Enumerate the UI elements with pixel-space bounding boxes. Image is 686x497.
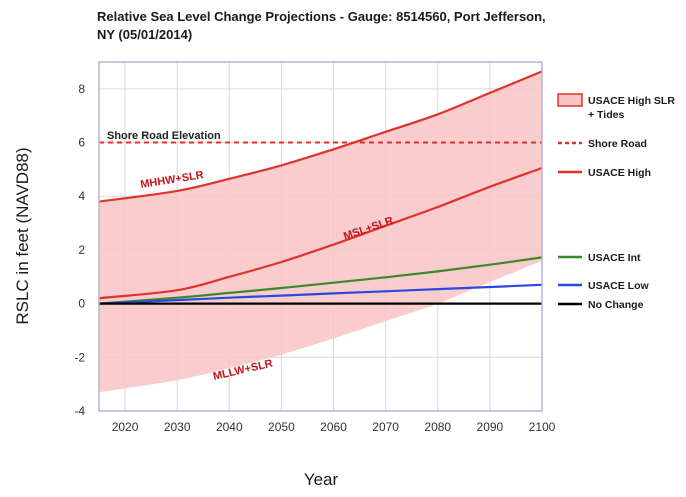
x-tick-2030: 2030 bbox=[164, 420, 191, 434]
legend-label-int: USACE Int bbox=[588, 252, 641, 264]
legend-label-shore: Shore Road bbox=[588, 138, 647, 150]
x-tick-2060: 2060 bbox=[320, 420, 347, 434]
chart-title: Relative Sea Level Change Projections - … bbox=[97, 8, 567, 44]
shore-road-label: Shore Road Elevation bbox=[107, 130, 221, 142]
chart-title-line2: NY (05/01/2014) bbox=[97, 27, 193, 42]
legend-swatch-band bbox=[557, 93, 583, 107]
chart-title-line1: Relative Sea Level Change Projections - … bbox=[97, 9, 546, 24]
series-line-int bbox=[98, 256, 543, 305]
y-tick-0: 0 bbox=[78, 297, 85, 311]
series-line-high bbox=[98, 166, 543, 300]
y-tick--2: -2 bbox=[74, 350, 85, 364]
x-tick-labels: 2020 2030 2040 2050 2060 2070 2080 2090 2100 bbox=[112, 420, 556, 434]
x-tick-2100: 2100 bbox=[529, 420, 556, 434]
y-axis-label: RSLC in feet (NAVD88) bbox=[13, 147, 32, 324]
y-tick-labels: -4 -2 0 2 4 6 8 bbox=[74, 82, 85, 418]
y-tick-6: 6 bbox=[78, 136, 85, 150]
y-tick-8: 8 bbox=[78, 82, 85, 96]
plot-frame bbox=[98, 61, 543, 412]
x-tick-2090: 2090 bbox=[477, 420, 504, 434]
legend-label-band-line2: + Tides bbox=[588, 109, 624, 121]
x-axis-label: Year bbox=[304, 470, 339, 489]
x-tick-2080: 2080 bbox=[424, 420, 451, 434]
legend: USACE High SLR + Tides Shore Road USACE Hig… bbox=[557, 93, 675, 311]
legend-label-none: No Change bbox=[588, 299, 644, 311]
x-tick-2050: 2050 bbox=[268, 420, 295, 434]
x-tick-2070: 2070 bbox=[372, 420, 399, 434]
series-line-low bbox=[98, 283, 543, 305]
y-tick-4: 4 bbox=[78, 189, 85, 203]
series-lines bbox=[98, 70, 543, 305]
high-slr-tides-band bbox=[99, 71, 542, 393]
mhhw-slr-line bbox=[98, 70, 543, 203]
legend-label-low: USACE Low bbox=[588, 280, 650, 292]
y-tick--4: -4 bbox=[74, 404, 85, 418]
x-tick-2040: 2040 bbox=[216, 420, 243, 434]
legend-label-high: USACE High bbox=[588, 167, 651, 179]
x-tick-2020: 2020 bbox=[112, 420, 139, 434]
y-tick-2: 2 bbox=[78, 243, 85, 257]
legend-label-band: USACE High SLR bbox=[588, 95, 675, 107]
